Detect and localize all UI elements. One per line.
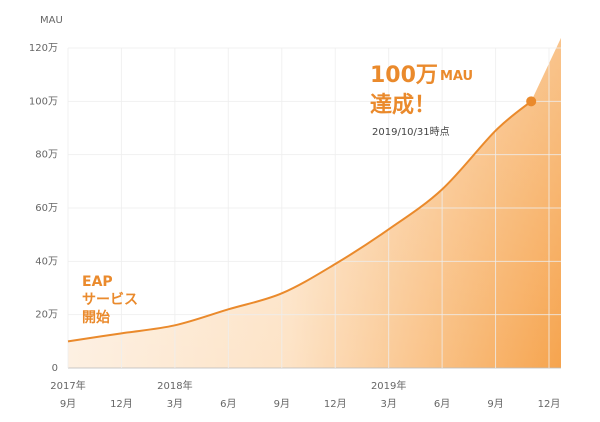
- x-tick-label: 6月: [220, 398, 236, 410]
- milestone-line2: 達成！: [370, 92, 436, 118]
- milestone-unit: MAU: [440, 69, 473, 84]
- milestone-point: [526, 96, 537, 107]
- grid-layer: [67, 47, 561, 369]
- y-tick-label: 20万: [35, 310, 58, 321]
- x-tick-label: 12月: [110, 398, 133, 410]
- x-tick-label: 9月: [60, 398, 76, 410]
- annotation: サービス: [82, 292, 138, 308]
- area-layer: [68, 38, 561, 368]
- annotation: EAP: [82, 274, 113, 290]
- y-tick-label: 60万: [35, 203, 58, 214]
- x-tick-label: 3月: [380, 398, 396, 410]
- y-tick-label: 40万: [35, 256, 58, 267]
- x-tick-label: 12月: [324, 398, 347, 410]
- y-tick-label: 100万: [29, 96, 58, 107]
- x-tick-label: 3月: [167, 398, 183, 410]
- line: [67, 100, 532, 343]
- y-tick-label: 80万: [35, 150, 58, 161]
- year-label: 2019年: [371, 379, 406, 392]
- milestone-date: 2019/10/31時点: [372, 126, 450, 138]
- y-axis-label: MAU: [40, 15, 63, 26]
- milestone-amount: 100万: [370, 63, 438, 88]
- annotation: 開始: [82, 309, 110, 326]
- area-shade: [68, 38, 561, 368]
- y-tick-label: 120万: [29, 43, 58, 54]
- x-tick-label: 9月: [487, 398, 503, 410]
- y-tick-label: 0: [52, 363, 58, 374]
- milestone-title: 100万 MAU: [370, 63, 473, 88]
- x-tick-label: 6月: [434, 398, 450, 410]
- x-tick-label: 9月: [274, 398, 290, 410]
- year-label: 2017年: [50, 379, 85, 392]
- year-label: 2018年: [157, 379, 192, 392]
- x-tick-label: 12月: [538, 398, 561, 410]
